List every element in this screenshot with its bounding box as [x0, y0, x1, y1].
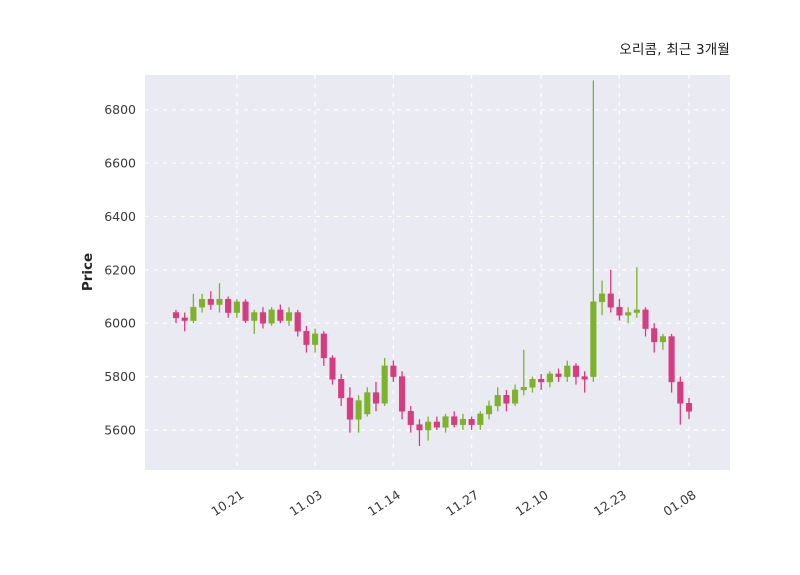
candle-body-up: [364, 392, 371, 415]
candle-body-down: [172, 312, 180, 319]
candle-body-up: [251, 312, 258, 321]
candle-body-down: [294, 312, 301, 332]
candle-body-down: [642, 309, 649, 329]
candle-body-up: [233, 301, 240, 313]
candle-body-down: [451, 416, 458, 425]
candle-body-down: [538, 379, 545, 383]
candle-body-down: [668, 336, 675, 383]
y-axis-label: Price: [80, 252, 96, 292]
x-tick-label: 10.21: [208, 487, 246, 519]
candle-body-up: [625, 312, 632, 316]
candle-body-up: [590, 301, 597, 377]
candle-body-up: [512, 389, 519, 404]
candle-body-down: [346, 397, 353, 420]
candle-body-down: [407, 411, 414, 425]
candle-body-down: [607, 293, 614, 308]
candle-body-up: [268, 309, 275, 324]
x-tick-label: 12.10: [513, 487, 551, 519]
candle-body-up: [520, 387, 527, 391]
candle-body-up: [529, 379, 536, 388]
candle-body-down: [399, 376, 406, 412]
candle-body-down: [416, 424, 423, 431]
candle-body-up: [546, 373, 553, 383]
candle-body-down: [503, 395, 510, 404]
candle-body-down: [616, 306, 623, 316]
candle-body-down: [181, 317, 188, 321]
candle-body-up: [659, 336, 666, 343]
y-tick-label: 5600: [104, 422, 136, 437]
candle-body-down: [338, 379, 345, 399]
candle-body-down: [581, 376, 588, 380]
candle-body-down: [242, 301, 249, 321]
x-tick-label: 11.14: [365, 487, 403, 519]
y-tick-label: 5800: [104, 369, 136, 384]
x-tick-label: 12.23: [591, 487, 629, 519]
candle-body-down: [572, 365, 580, 377]
candle-body-up: [381, 365, 388, 404]
y-tick-label: 6400: [104, 209, 136, 224]
candle-body-down: [555, 373, 562, 377]
candle-body-down: [277, 309, 284, 321]
y-tick-label: 6000: [104, 316, 136, 331]
x-tick-label: 01.08: [660, 487, 698, 519]
candle-body-up: [564, 365, 571, 377]
chart-title: 오리콤, 최근 3개월: [619, 42, 730, 58]
y-tick-label: 6200: [104, 262, 136, 277]
candle-body-up: [355, 400, 362, 420]
x-tick-label: 11.27: [443, 487, 481, 519]
candle-body-down: [433, 421, 440, 428]
candle-body-down: [320, 333, 327, 359]
candle-body-down: [390, 365, 397, 377]
candle-body-down: [259, 312, 266, 324]
candle-body-up: [199, 298, 206, 308]
candle-body-down: [468, 419, 475, 425]
candle-body-up: [425, 421, 432, 431]
candle-body-up: [459, 419, 466, 425]
candle-body-up: [494, 395, 501, 407]
plot-area: [145, 75, 730, 470]
candle-body-down: [225, 298, 232, 313]
candle-body-down: [651, 328, 658, 343]
candle-body-up: [216, 298, 223, 305]
candle-body-up: [633, 309, 640, 313]
candle-body-up: [285, 312, 293, 321]
candle-body-up: [477, 413, 484, 425]
candle-body-down: [677, 381, 684, 404]
x-tick-label: 11.03: [287, 487, 325, 519]
candle-body-down: [303, 330, 310, 345]
candle-body-up: [442, 416, 449, 428]
candle-body-down: [329, 357, 336, 380]
candle-body-down: [207, 298, 214, 305]
candle-body-down: [685, 403, 693, 412]
y-tick-label: 6800: [104, 102, 136, 117]
y-tick-label: 6600: [104, 156, 136, 171]
candle-body-down: [372, 392, 380, 404]
candle-body-up: [599, 293, 606, 303]
candle-body-up: [312, 333, 319, 345]
candle-body-up: [485, 405, 493, 415]
candle-body-up: [190, 306, 197, 321]
